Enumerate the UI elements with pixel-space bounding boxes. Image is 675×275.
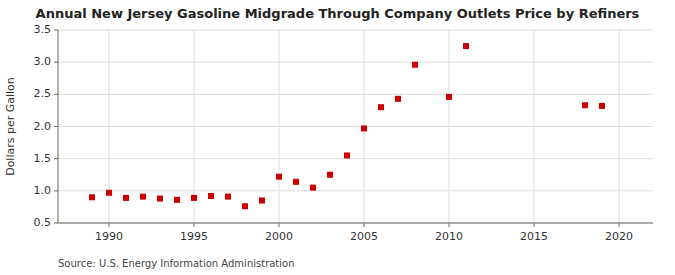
grid-line-x: [534, 30, 535, 223]
points: [89, 43, 605, 209]
point: [174, 197, 180, 203]
tick-label-x: 2005: [350, 230, 378, 243]
tick-label-y: 3.5: [34, 23, 52, 36]
x-axis-line: [58, 223, 653, 224]
tick-x: [449, 223, 450, 227]
tick-y: [54, 94, 58, 95]
point: [225, 194, 231, 200]
point: [395, 96, 401, 102]
grid-line-y: [58, 223, 653, 224]
point: [446, 94, 452, 100]
tick-label-x: 2020: [605, 230, 633, 243]
tick-label-y: 2.0: [34, 120, 52, 133]
point: [293, 179, 299, 185]
tick-x: [194, 223, 195, 227]
point: [276, 174, 282, 180]
grid-line-x: [279, 30, 280, 223]
grid-line-x: [194, 30, 195, 223]
chart-container: 0.5 1.0 1.5 2.0 2.5 3.0 3.5 1990 1995 2000 2005 201…: [0, 0, 675, 275]
tick-y: [54, 30, 58, 31]
grid-line-y: [58, 126, 653, 127]
point: [123, 195, 129, 201]
tick-x: [619, 223, 620, 227]
tick-label-y: 0.5: [34, 216, 52, 229]
tick-label-x: 1995: [180, 230, 208, 243]
source: Source: U.S. Energy Information Administ…: [58, 258, 295, 269]
tick-y: [54, 158, 58, 159]
tick-y: [54, 190, 58, 191]
point: [327, 172, 333, 178]
grid-line-y: [58, 30, 653, 31]
tick-label-x: 2015: [520, 230, 548, 243]
point: [140, 194, 146, 200]
grid-line-x: [619, 30, 620, 223]
point: [208, 193, 214, 199]
grid: [58, 30, 653, 223]
grid-line-x: [449, 30, 450, 223]
point: [259, 197, 265, 203]
tick-y: [54, 223, 58, 224]
axes: 0.5 1.0 1.5 2.0 2.5 3.0 3.5 1990 1995 2000 2005 201…: [34, 23, 654, 243]
point: [310, 185, 316, 191]
point: [599, 103, 605, 109]
y-axis-line: [58, 30, 59, 223]
tick-y: [54, 126, 58, 127]
point: [157, 196, 163, 202]
tick-label-y: 1.5: [34, 152, 52, 165]
grid-line-y: [58, 62, 653, 63]
point: [89, 194, 95, 200]
point: [378, 104, 384, 110]
tick-label-x: 2010: [435, 230, 463, 243]
point: [106, 190, 112, 196]
point: [242, 203, 248, 209]
grid-line-y: [58, 94, 653, 95]
tick-label-x: 1990: [95, 230, 123, 243]
point: [361, 125, 367, 131]
tick-label-y: 2.5: [34, 87, 52, 100]
point: [463, 43, 469, 49]
point: [582, 102, 588, 108]
tick-x: [279, 223, 280, 227]
point: [344, 152, 350, 158]
tick-x: [109, 223, 110, 227]
point: [412, 62, 418, 68]
title: Annual New Jersey Gasoline Midgrade Thro…: [36, 6, 640, 21]
grid-line-y: [58, 158, 653, 159]
point: [191, 195, 197, 201]
tick-label-x: 2000: [265, 230, 293, 243]
tick-x: [364, 223, 365, 227]
y-axis-label: Dollars per Gallon: [4, 77, 17, 176]
tick-label-y: 1.0: [34, 184, 52, 197]
tick-label-y: 3.0: [34, 55, 52, 68]
tick-x: [534, 223, 535, 227]
chart-svg: 0.5 1.0 1.5 2.0 2.5 3.0 3.5 1990 1995 2000 2005 201…: [0, 0, 675, 275]
tick-y: [54, 62, 58, 63]
grid-line-y: [58, 190, 653, 191]
